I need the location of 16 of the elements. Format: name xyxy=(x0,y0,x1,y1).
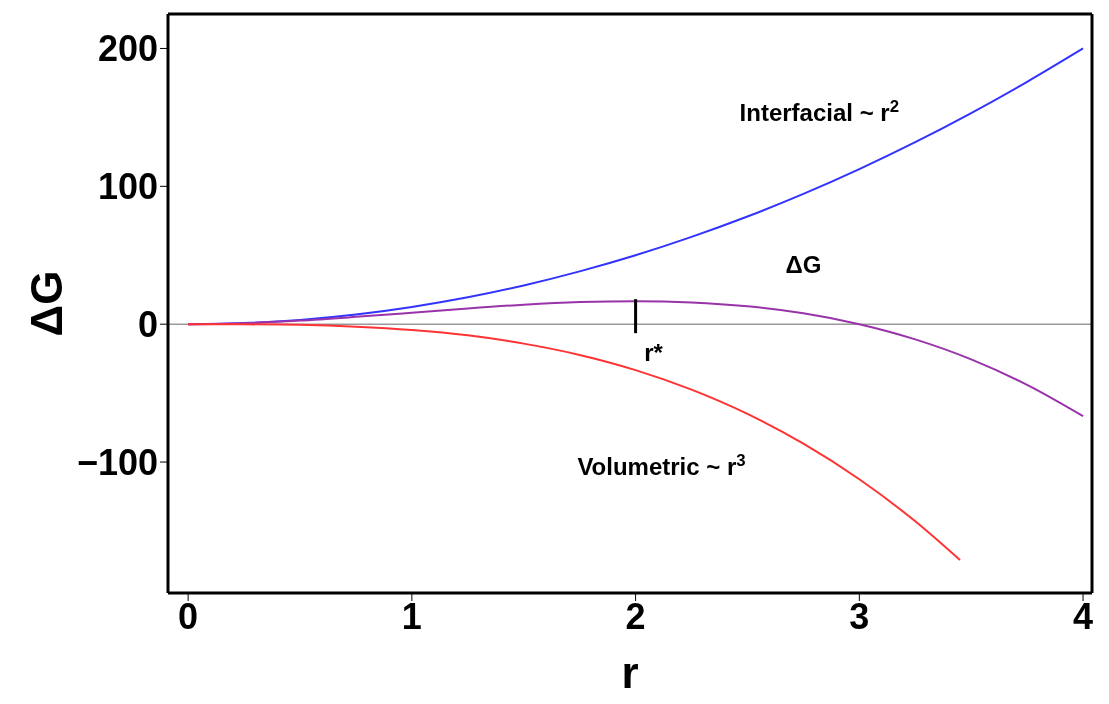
y-axis-title: ΔG xyxy=(21,270,71,337)
y-tick-label: −100 xyxy=(76,441,158,483)
annotation: r* xyxy=(644,339,664,367)
series-label: Interfacial ~ r$^{2}$ xyxy=(739,96,900,127)
y-tick-label: 0 xyxy=(137,303,158,345)
x-tick-label: 2 xyxy=(625,595,646,637)
series-label: ΔG xyxy=(785,251,822,279)
series-label: Volumetric ~ r$^{3}$ xyxy=(577,450,746,480)
y-tick-label: 100 xyxy=(97,166,158,208)
x-axis-title: r xyxy=(621,648,639,697)
line-series xyxy=(187,323,961,562)
x-tick-label: 4 xyxy=(1073,595,1094,637)
x-tick-label: 3 xyxy=(849,595,870,637)
x-tick-label: 1 xyxy=(401,595,422,637)
x-tick-label: 0 xyxy=(178,595,199,637)
y-tick-label: 200 xyxy=(97,28,158,70)
